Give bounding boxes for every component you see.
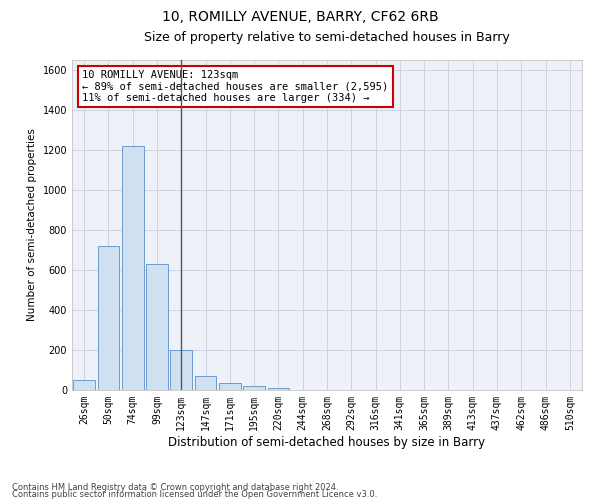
Text: 10 ROMILLY AVENUE: 123sqm
← 89% of semi-detached houses are smaller (2,595)
11% : 10 ROMILLY AVENUE: 123sqm ← 89% of semi-… [82, 70, 388, 103]
Bar [122, 146, 143, 390]
Text: Contains public sector information licensed under the Open Government Licence v3: Contains public sector information licen… [12, 490, 377, 499]
Text: 10, ROMILLY AVENUE, BARRY, CF62 6RB: 10, ROMILLY AVENUE, BARRY, CF62 6RB [161, 10, 439, 24]
Bar [73, 380, 95, 390]
Title: Size of property relative to semi-detached houses in Barry: Size of property relative to semi-detach… [144, 30, 510, 44]
X-axis label: Distribution of semi-detached houses by size in Barry: Distribution of semi-detached houses by … [169, 436, 485, 448]
Bar [97, 246, 119, 390]
Bar [146, 264, 168, 390]
Bar [268, 388, 289, 390]
Y-axis label: Number of semi-detached properties: Number of semi-detached properties [27, 128, 37, 322]
Bar [219, 383, 241, 390]
Text: Contains HM Land Registry data © Crown copyright and database right 2024.: Contains HM Land Registry data © Crown c… [12, 484, 338, 492]
Bar [243, 386, 265, 390]
Bar [170, 350, 192, 390]
Bar [194, 376, 217, 390]
